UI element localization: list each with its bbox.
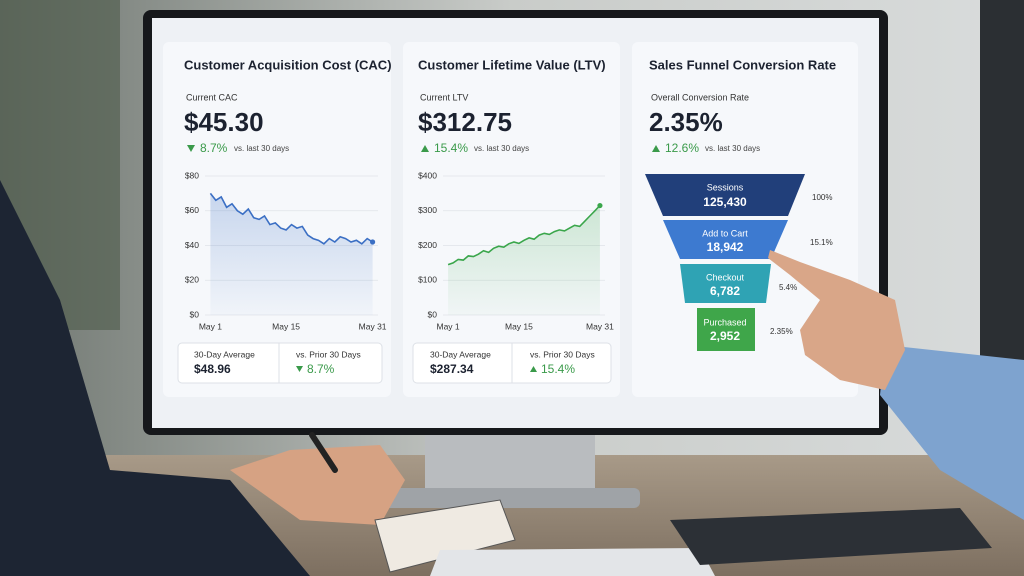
suit-arm (0, 180, 310, 576)
stats-box (177, 342, 383, 384)
stage-name: Sessions (707, 182, 744, 192)
panel-title: Customer Acquisition Cost (CAC) (184, 57, 392, 72)
stage-value: 125,430 (703, 195, 747, 209)
change-note: vs. last 30 days (705, 144, 760, 153)
up-arrow (530, 366, 537, 372)
writing-hand (230, 445, 405, 525)
stat-value: 15.4% (541, 362, 575, 376)
stage-rate: 100% (812, 193, 832, 202)
metric-value: $45.30 (184, 107, 264, 137)
stage-value: 6,782 (710, 284, 740, 298)
down-arrow (296, 366, 303, 372)
x-tick-label: May 31 (359, 321, 387, 331)
stage-rate: 2.35% (770, 327, 793, 336)
down-arrow (187, 145, 195, 152)
monitor-base (380, 488, 640, 508)
stat-value: $287.34 (430, 362, 474, 376)
window-frame (980, 0, 1024, 400)
y-tick-label: $20 (185, 275, 199, 285)
funnel-stage (645, 174, 805, 216)
monitor-stand (425, 425, 595, 495)
stage-name: Checkout (706, 272, 745, 282)
stat-label: vs. Prior 30 Days (530, 349, 595, 359)
funnel-panel (632, 42, 858, 397)
pen (309, 432, 338, 473)
line-area (448, 205, 600, 315)
y-tick-label: $200 (418, 240, 437, 250)
panel-title: Sales Funnel Conversion Rate (649, 57, 836, 72)
stage-name: Add to Cart (702, 228, 748, 238)
metric-value: 2.35% (649, 107, 723, 137)
stage-value: 18,942 (707, 240, 744, 254)
line (209, 192, 374, 245)
y-tick-label: $300 (418, 205, 437, 215)
change-note: vs. last 30 days (234, 144, 289, 153)
panel-title: Customer Lifetime Value (LTV) (418, 57, 606, 72)
y-tick-label: $40 (185, 240, 199, 250)
y-tick-label: $0 (428, 309, 438, 319)
metric-change: 15.4% (434, 141, 468, 155)
pointing-hand (768, 250, 905, 390)
line-area (210, 193, 373, 315)
stat-label: vs. Prior 30 Days (296, 349, 361, 359)
funnel-stage (663, 220, 788, 259)
y-tick-label: $400 (418, 170, 437, 180)
stage-name: Purchased (703, 317, 746, 327)
stat-value: $48.96 (194, 362, 231, 376)
up-arrow (652, 145, 660, 152)
x-tick-label: May 15 (272, 321, 300, 331)
notebook (374, 499, 516, 573)
metric-label: Overall Conversion Rate (651, 92, 749, 102)
end-point (369, 239, 376, 245)
stat-value: 8.7% (307, 362, 335, 376)
y-tick-label: $60 (185, 205, 199, 215)
line (447, 204, 601, 266)
y-tick-label: $0 (190, 309, 200, 319)
funnel-stage (697, 308, 755, 351)
metric-label: Current LTV (420, 92, 468, 102)
stat-label: 30-Day Average (430, 349, 491, 359)
x-tick-label: May 1 (436, 321, 459, 331)
metric-value: $312.75 (418, 107, 512, 137)
keyboard (430, 548, 715, 576)
x-tick-label: May 31 (586, 321, 614, 331)
stat-label: 30-Day Average (194, 349, 255, 359)
stage-rate: 15.1% (810, 238, 833, 247)
y-tick-label: $100 (418, 275, 437, 285)
metric-change: 8.7% (200, 141, 228, 155)
sleeve (880, 345, 1024, 520)
up-arrow (421, 145, 429, 152)
end-point (597, 202, 603, 209)
metric-change: 12.6% (665, 141, 699, 155)
y-tick-label: $80 (185, 170, 199, 180)
change-note: vs. last 30 days (474, 144, 529, 153)
stage-value: 2,952 (710, 329, 740, 343)
metric-label: Current CAC (186, 92, 238, 102)
x-tick-label: May 1 (199, 321, 222, 331)
stage-rate: 5.4% (779, 283, 797, 292)
closed-notebook (670, 508, 992, 565)
funnel-stage (680, 264, 771, 303)
x-tick-label: May 15 (505, 321, 533, 331)
